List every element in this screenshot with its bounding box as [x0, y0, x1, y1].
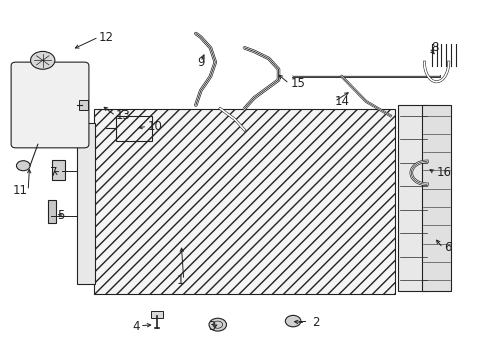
Text: 2: 2	[312, 316, 320, 329]
Text: 12: 12	[99, 31, 113, 44]
Text: 13: 13	[116, 109, 130, 122]
Text: 10: 10	[147, 120, 162, 133]
Bar	[94, 109, 394, 294]
Text: 11: 11	[13, 184, 28, 197]
Text: 4: 4	[132, 320, 140, 333]
Text: 6: 6	[443, 241, 450, 255]
Text: 15: 15	[290, 77, 305, 90]
Text: 14: 14	[334, 95, 349, 108]
Bar	[421, 105, 450, 291]
Text: 1: 1	[176, 274, 183, 287]
Circle shape	[17, 161, 30, 171]
Bar	[47, 200, 56, 223]
Text: 5: 5	[57, 209, 64, 222]
Bar	[52, 160, 64, 180]
Bar	[77, 123, 95, 284]
Circle shape	[208, 318, 226, 331]
Bar	[150, 311, 163, 318]
Text: 16: 16	[436, 166, 450, 179]
FancyBboxPatch shape	[11, 62, 89, 148]
Bar	[397, 105, 428, 291]
Bar	[79, 100, 88, 111]
Bar	[116, 116, 152, 141]
Circle shape	[30, 51, 55, 69]
Text: 8: 8	[431, 41, 438, 54]
Text: 9: 9	[197, 55, 204, 69]
Text: 7: 7	[50, 166, 57, 179]
Circle shape	[285, 315, 300, 327]
Text: 3: 3	[207, 320, 215, 333]
